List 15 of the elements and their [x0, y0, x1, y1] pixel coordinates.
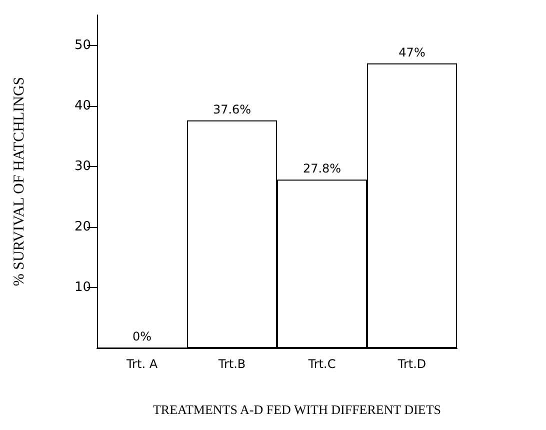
y-tick-label: 20: [74, 219, 91, 234]
x-tick-label: Trt.D: [396, 357, 426, 371]
y-tick-label: 40: [74, 98, 91, 114]
y-tick-label: 10: [74, 280, 91, 295]
x-tick-label: Trt.B: [217, 357, 246, 371]
y-tick-label: 50: [74, 38, 91, 53]
y-axis-title: % SURVIVAL OF HATCHLINGS: [12, 76, 28, 286]
x-tick-label: Trt. A: [125, 357, 158, 371]
data-label: 47%: [398, 45, 426, 60]
data-label: 27.8%: [302, 162, 342, 176]
x-tick-label: Trt.C: [307, 357, 336, 371]
y-tick-label: 30: [74, 158, 91, 174]
data-label: 0%: [132, 330, 152, 344]
data-label: 37.6%: [212, 102, 252, 116]
x-axis-title: TREATMENTS A-D FED WITH DIFFERENT DIETS: [152, 402, 442, 417]
